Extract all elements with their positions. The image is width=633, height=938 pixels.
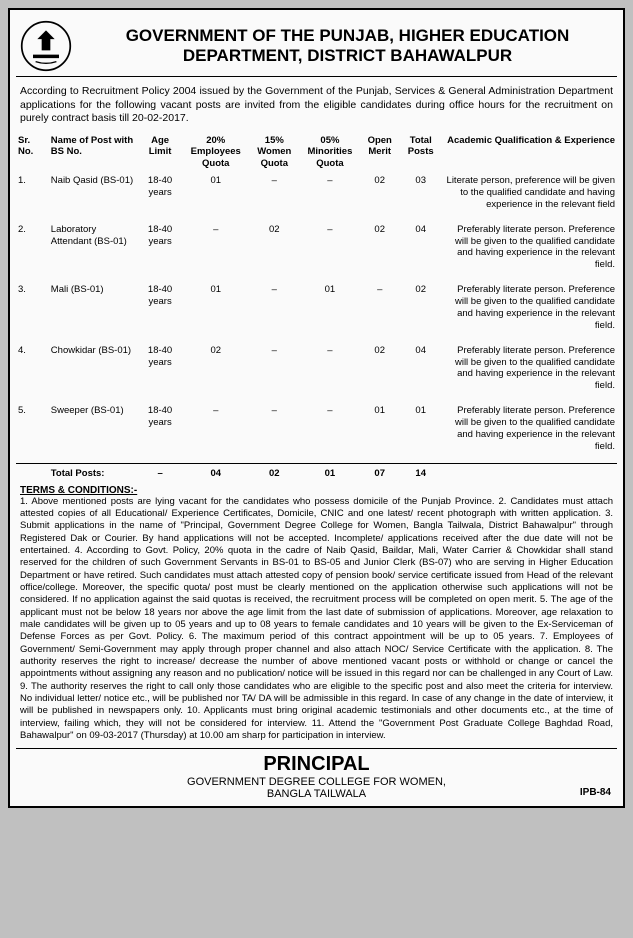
terms-heading: TERMS & CONDITIONS:- [16, 485, 617, 496]
document-page: GOVERNMENT OF THE PUNJAB, HIGHER EDUCATI… [8, 8, 625, 808]
table-row: 2.Laboratory Attendant (BS-01)18-40 year… [16, 221, 617, 282]
col-qual: Academic Qualification & Experience [441, 132, 617, 172]
college-name-1: GOVERNMENT DEGREE COLLEGE FOR WOMEN, [16, 776, 617, 788]
college-name-2: BANGLA TAILWALA [16, 788, 617, 800]
col-open: Open Merit [359, 132, 400, 172]
ipb-code: IPB-84 [580, 787, 611, 798]
totals-label: Total Posts: [49, 463, 137, 482]
posts-table: Sr. No. Name of Post with BS No. Age Lim… [16, 132, 617, 483]
totals-row: Total Posts: – 04 02 01 07 14 [16, 463, 617, 482]
col-min: 05% Minorities Quota [301, 132, 360, 172]
table-row: 1.Naib Qasid (BS-01)18-40 years01––0203L… [16, 172, 617, 221]
col-total: Total Posts [400, 132, 441, 172]
table-row: 3.Mali (BS-01)18-40 years01–01–02Prefera… [16, 281, 617, 342]
col-women: 15% Women Quota [248, 132, 301, 172]
col-sr: Sr. No. [16, 132, 49, 172]
col-emp: 20% Employees Quota [184, 132, 248, 172]
col-post: Name of Post with BS No. [49, 132, 137, 172]
col-age: Age Limit [137, 132, 184, 172]
page-title: GOVERNMENT OF THE PUNJAB, HIGHER EDUCATI… [82, 26, 613, 67]
principal-title: PRINCIPAL [16, 753, 617, 776]
footer: PRINCIPAL GOVERNMENT DEGREE COLLEGE FOR … [16, 748, 617, 800]
terms-text: 1. Above mentioned posts are lying vacan… [16, 496, 617, 743]
table-row: 5.Sweeper (BS-01)18-40 years–––0101Prefe… [16, 402, 617, 463]
header: GOVERNMENT OF THE PUNJAB, HIGHER EDUCATI… [16, 16, 617, 77]
govt-logo-icon [20, 20, 72, 72]
intro-text: According to Recruitment Policy 2004 iss… [16, 81, 617, 132]
table-row: 4.Chowkidar (BS-01)18-40 years02––0204Pr… [16, 342, 617, 403]
